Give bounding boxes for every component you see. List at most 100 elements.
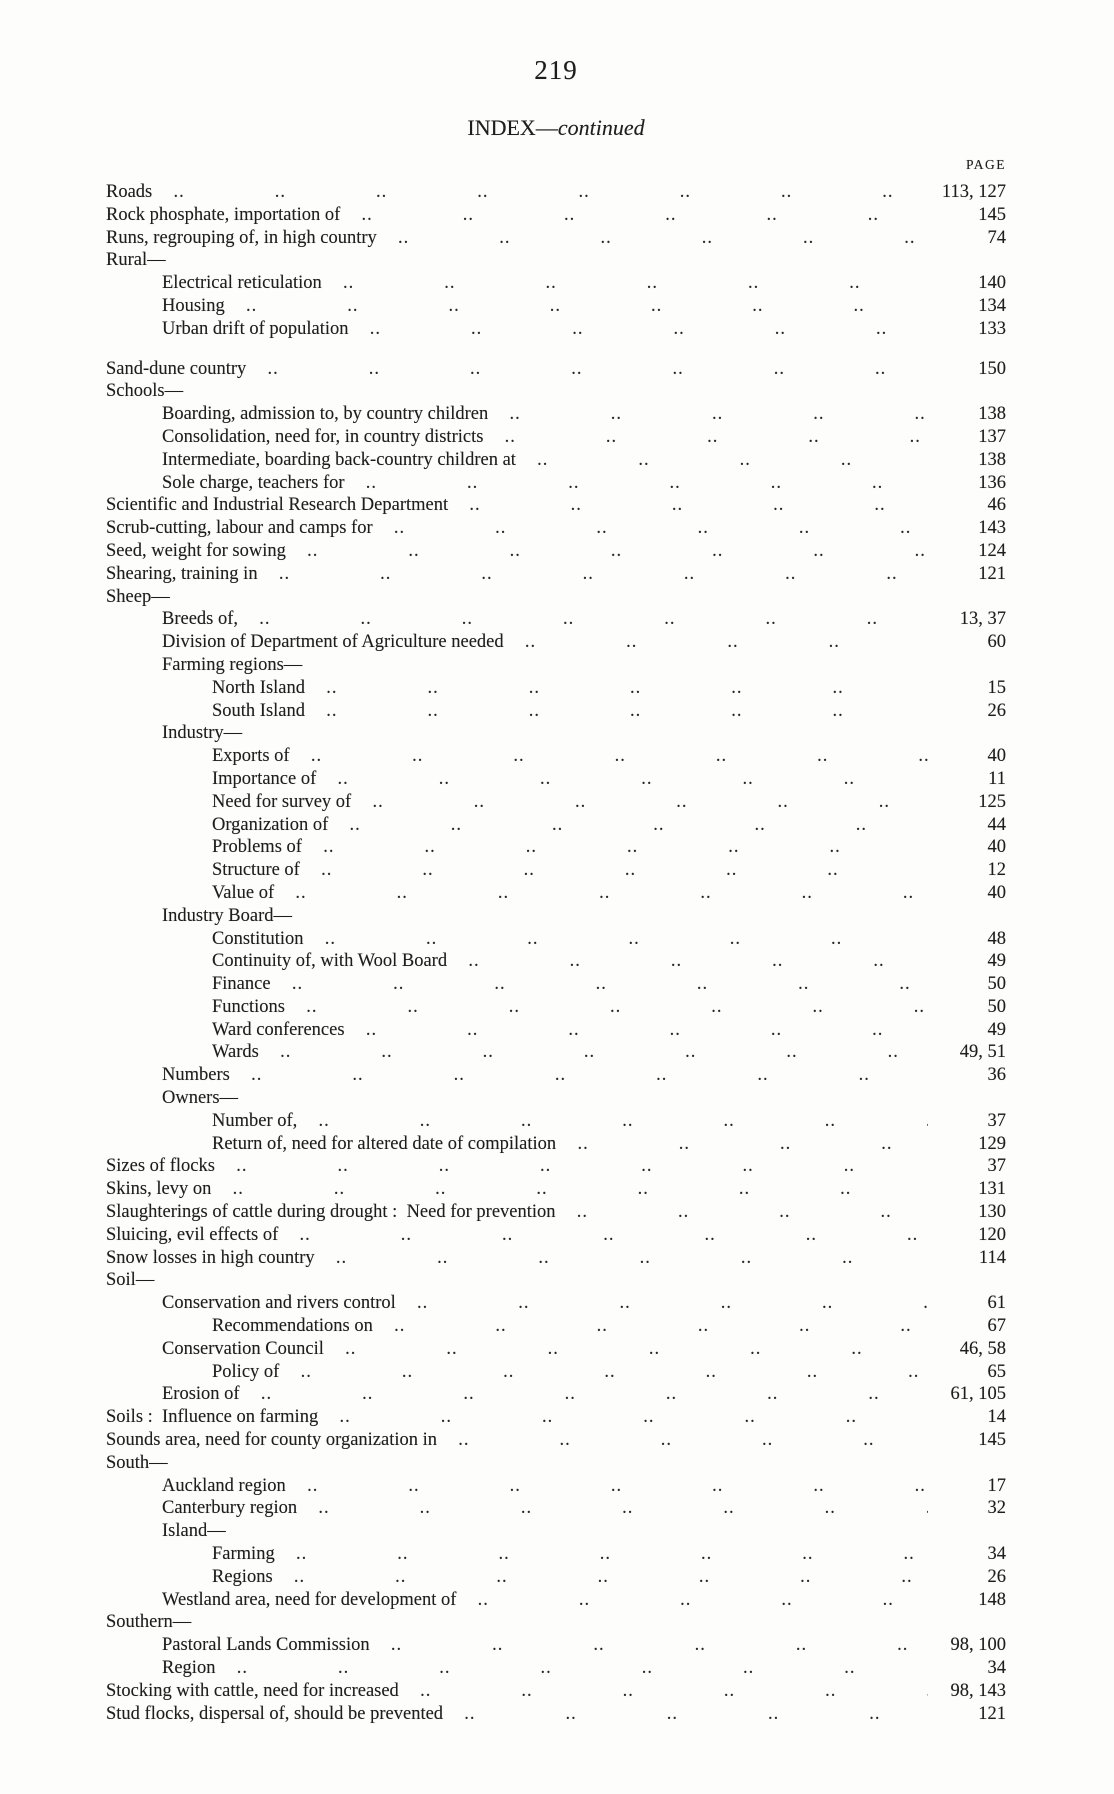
dot-leader: .. .. .. .. .. .. .. .. .. .. .. .. [365,1019,928,1040]
index-entry-row: Industry Board— [106,905,1006,928]
index-entry-row: South Island .. .. .. .. .. .. .. .. .. … [106,700,1006,723]
dot-leader: .. .. .. .. .. .. .. .. .. .. .. .. [509,404,928,425]
entry-label: Stud flocks, dispersal of, should be pre… [106,1703,444,1724]
dot-leader: .. .. .. .. .. .. .. .. .. .. .. .. [372,791,928,812]
dot-leader: .. .. .. .. .. .. .. .. .. .. .. .. [345,1338,928,1359]
index-entry-row: Ward conferences .. .. .. .. .. .. .. ..… [106,1019,1006,1042]
entry-label: Sheep— [106,586,170,607]
entry-label: Schools— [106,381,184,402]
entry-label: South Island [212,700,306,721]
entry-label: Industry— [162,723,243,744]
entry-page-number: 136 [978,472,1006,493]
dot-leader: .. .. .. .. .. .. .. .. .. .. .. .. [295,1544,928,1565]
entry-label: Stocking with cattle, need for increased [106,1680,399,1701]
dot-leader: .. .. .. .. .. .. .. .. .. .. .. .. [577,1133,928,1154]
entry-label: Conservation Council [162,1338,324,1359]
entry-label: Seed, weight for sowing [106,540,286,561]
entry-label: Exports of [212,746,290,767]
index-entry-row: Island— [106,1520,1006,1543]
dot-leader: .. .. .. .. .. .. .. .. .. .. .. .. [323,837,928,858]
page-title: INDEX—continued [106,115,1006,141]
index-entry-row: Rock phosphate, importation of .. .. .. … [106,204,1006,227]
entry-label: Rural— [106,250,166,271]
dot-leader: .. .. .. .. .. .. .. .. .. .. .. .. [393,518,928,539]
index-entry-row: Slaughterings of cattle during drought :… [106,1201,1006,1224]
dot-leader: .. .. .. .. .. .. .. .. .. .. .. .. [420,1680,928,1701]
index-entry-row: Importance of .. .. .. .. .. .. .. .. ..… [106,768,1006,791]
dot-leader: .. .. .. .. .. .. .. .. .. .. .. .. [293,1566,928,1587]
dot-leader: .. .. .. .. .. .. .. .. .. .. .. .. [417,1293,928,1314]
entry-label: Shearing, training in [106,563,258,584]
entry-page-number: 17 [987,1475,1007,1496]
entry-page-number: 74 [987,227,1007,248]
entry-page-number: 148 [978,1589,1006,1610]
index-entry-row: Owners— [106,1087,1006,1110]
dot-leader: .. .. .. .. .. .. .. .. .. .. .. .. [337,768,928,789]
entry-page-number: 13, 37 [959,609,1006,630]
entry-page-number: 40 [987,746,1007,767]
index-entry-row: Shearing, training in .. .. .. .. .. .. … [106,563,1006,586]
entry-page-number: 138 [978,404,1006,425]
entry-label: Roads [106,182,153,202]
index-entry-row: Seed, weight for sowing .. .. .. .. .. .… [106,540,1006,563]
entry-label: Boarding, admission to, by country child… [162,404,489,425]
entry-page-number: 15 [987,677,1007,698]
entry-label: Continuity of, with Wool Board [212,951,448,972]
entry-label: Wards [212,1042,259,1063]
entry-label: Sounds area, need for county organizatio… [106,1430,438,1451]
entry-page-number: 138 [978,449,1006,470]
entry-label: Slaughterings of cattle during drought :… [106,1202,556,1223]
entry-page-number: 65 [987,1361,1007,1382]
entry-page-number: 124 [978,540,1006,561]
index-entry-row: Continuity of, with Wool Board .. .. .. … [106,950,1006,973]
index-entry-row: Exports of .. .. .. .. .. .. .. .. .. ..… [106,745,1006,768]
entry-label: Number of, [212,1110,298,1131]
entry-label: Division of Department of Agriculture ne… [162,632,504,653]
dot-leader: .. .. .. .. .. .. .. .. .. .. .. .. [295,882,928,903]
dot-leader: .. .. .. .. .. .. .. .. .. .. .. .. [324,928,928,949]
entry-page-number: 49 [987,1019,1007,1040]
entry-page-number: 98, 100 [950,1635,1007,1656]
dot-leader: .. .. .. .. .. .. .. .. .. .. .. .. [260,1384,928,1405]
index-entry-row: Recommendations on .. .. .. .. .. .. .. … [106,1315,1006,1338]
index-entry-row: Roads .. .. .. .. .. .. .. .. .. .. .. [106,181,1006,204]
dot-leader: .. .. .. .. .. .. .. .. .. .. .. .. [236,1658,928,1678]
entry-page-number: 145 [978,204,1006,225]
entry-label: Sand-dune country [106,358,247,379]
dot-leader: .. .. .. .. .. .. .. .. .. .. .. .. [318,1110,928,1131]
dot-leader: .. .. .. .. .. .. .. .. .. .. .. .. [267,358,928,379]
entry-label: Return of, need for altered date of comp… [212,1133,557,1154]
entry-label: Pastoral Lands Commission [162,1635,370,1656]
page-number: 219 [534,55,578,85]
page-column-header: PAGE [965,157,1006,172]
index-entry-row: Constitution .. .. .. .. .. .. .. .. .. … [106,928,1006,951]
entry-page-number: 34 [987,1658,1007,1678]
entry-label: Sizes of flocks [106,1156,215,1177]
index-entry-row: Sand-dune country .. .. .. .. .. .. .. .… [106,358,1006,381]
index-entry-row: Intermediate, boarding back-country chil… [106,449,1006,472]
entry-label: Southern— [106,1612,192,1633]
index-entry-row: South— [106,1452,1006,1475]
dot-leader: .. .. .. .. .. .. .. .. .. .. .. .. [299,1224,928,1245]
entry-page-number: 48 [987,928,1007,949]
dot-leader: .. .. .. .. .. .. .. .. .. .. .. .. [464,1703,928,1724]
dot-leader: .. .. .. .. .. .. .. .. .. .. .. .. [369,318,928,339]
index-entry-row: Scrub-cutting, labour and camps for .. .… [106,517,1006,540]
dot-leader: .. .. .. .. .. .. .. .. .. .. .. .. [477,1589,928,1610]
index-entry-row: Runs, regrouping of, in high country .. … [106,227,1006,250]
dot-leader: .. .. .. .. .. .. .. .. .. .. .. .. [307,540,928,561]
entry-label: Policy of [212,1361,280,1382]
entry-page-number: 137 [978,426,1006,447]
index-entry-row: Industry— [106,722,1006,745]
dot-leader: .. .. .. .. .. .. .. .. .. .. .. .. [291,974,928,995]
dot-leader: .. .. .. .. .. .. .. .. .. .. .. .. [251,1065,928,1086]
dot-leader: .. .. .. .. .. .. .. .. .. .. .. .. [326,700,928,721]
page-title-main: INDEX— [467,115,558,140]
index-entry-row: Sounds area, need for county organizatio… [106,1429,1006,1452]
entry-page-number: 50 [987,996,1007,1017]
entry-label: Numbers [162,1065,230,1086]
entry-label: Canterbury region [162,1498,298,1519]
index-entry-row: Schools— [106,380,1006,403]
index-entry-row: Problems of .. .. .. .. .. .. .. .. .. .… [106,836,1006,859]
entry-page-number: 32 [987,1498,1007,1519]
